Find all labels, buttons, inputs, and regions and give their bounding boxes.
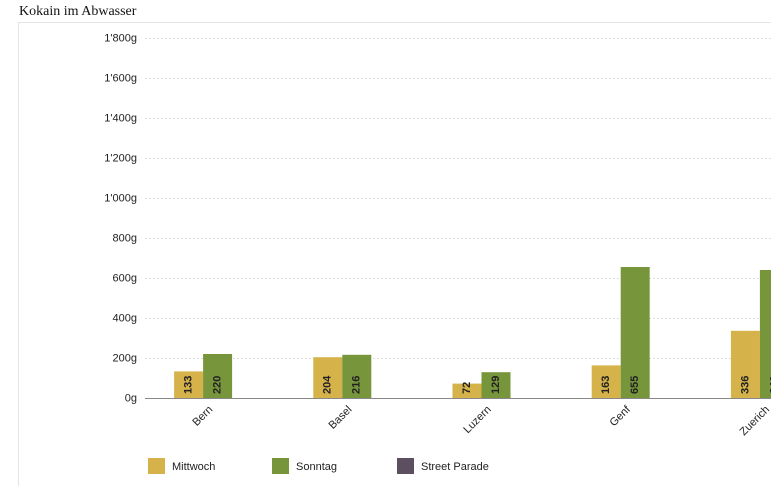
y-tick-label: 400g xyxy=(113,312,137,324)
bar xyxy=(342,354,372,398)
y-tick-label: 0g xyxy=(125,392,137,404)
data-label: 220 xyxy=(212,376,224,394)
data-label: 216 xyxy=(351,376,363,394)
data-label: 204 xyxy=(322,375,334,394)
bar xyxy=(481,372,511,398)
y-tick-label: 1'000g xyxy=(104,192,137,204)
bar xyxy=(759,270,771,398)
data-label: 336 xyxy=(739,376,751,394)
bar xyxy=(591,365,621,398)
y-tick-label: 1'400g xyxy=(104,112,137,124)
data-label: 133 xyxy=(183,376,195,394)
legend-swatch xyxy=(397,458,414,474)
data-label: 655 xyxy=(629,376,641,394)
bar xyxy=(313,357,343,398)
legend-label: Sonntag xyxy=(296,461,337,473)
bar xyxy=(730,330,760,398)
legend-label: Mittwoch xyxy=(172,461,215,473)
legend-label: Street Parade xyxy=(421,461,489,473)
y-tick-label: 600g xyxy=(113,272,137,284)
bar xyxy=(174,371,204,398)
x-tick-label: Bern xyxy=(190,404,215,429)
y-tick-label: 1'800g xyxy=(104,32,137,44)
y-tick-label: 1'600g xyxy=(104,72,137,84)
data-label: 129 xyxy=(490,376,502,394)
legend-swatch xyxy=(272,458,289,474)
x-tick-label: Luzern xyxy=(461,404,493,436)
data-label: 72 xyxy=(461,382,473,394)
bar xyxy=(452,383,482,398)
chart-title: Kokain im Abwasser xyxy=(19,4,137,19)
y-tick-label: 1'200g xyxy=(104,152,137,164)
y-tick-label: 800g xyxy=(113,232,137,244)
legend-swatch xyxy=(148,458,165,474)
data-label: 163 xyxy=(600,376,612,394)
data-label: 640 xyxy=(768,376,771,394)
y-tick-label: 200g xyxy=(113,352,137,364)
bar xyxy=(620,267,650,398)
x-tick-label: Zuerich xyxy=(738,404,771,438)
bar xyxy=(203,354,233,398)
x-tick-label: Basel xyxy=(327,404,355,432)
x-tick-label: Genf xyxy=(608,403,634,429)
